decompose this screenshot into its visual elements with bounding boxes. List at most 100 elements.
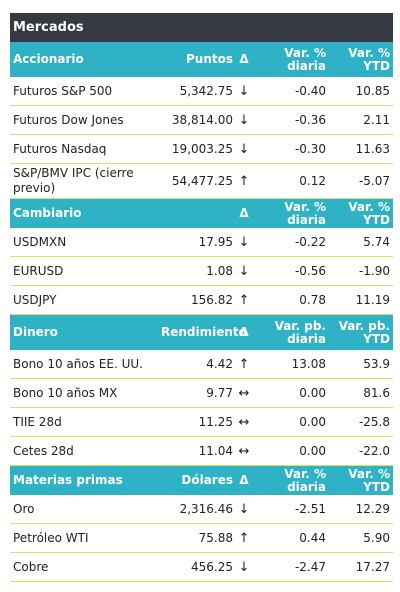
- row-ytd: 11.63: [329, 134, 393, 164]
- row-name: Cetes 28d: [10, 436, 158, 466]
- row-name: Futuros S&P 500: [10, 77, 158, 106]
- row-value: 156.82: [158, 285, 236, 315]
- row-name: Bono 10 años EE. UU.: [10, 350, 158, 379]
- markets-table: Accionario Puntos Δ Var. % diaria Var. %…: [10, 42, 393, 582]
- row-daily: -0.36: [252, 105, 329, 135]
- table-row: Oro 2,316.46 ↓ -2.51 12.29: [10, 495, 393, 524]
- row-daily: 0.78: [252, 285, 329, 315]
- header-value: [158, 198, 236, 228]
- section-header-accionario: Accionario Puntos Δ Var. % diaria Var. %…: [10, 42, 393, 77]
- row-daily: -0.56: [252, 256, 329, 286]
- table-row: Futuros Dow Jones 38,814.00 ↓ -0.36 2.11: [10, 105, 393, 135]
- table-row: USDJPY 156.82 ↑ 0.78 11.19: [10, 285, 393, 315]
- arrow-up-icon: ↑: [236, 350, 252, 379]
- table-row: Cobre 456.25 ↓ -2.47 17.27: [10, 552, 393, 582]
- row-ytd: -25.8: [329, 407, 393, 437]
- row-name: EURUSD: [10, 256, 158, 286]
- row-value: 11.25: [158, 407, 236, 437]
- header-daily: Var. pb. diaria: [252, 314, 329, 350]
- arrow-down-icon: ↓: [236, 495, 252, 524]
- row-name: Bono 10 años MX: [10, 378, 158, 408]
- header-value: Puntos: [158, 42, 236, 77]
- header-ytd: Var. pb. YTD: [329, 314, 393, 350]
- row-value: 75.88: [158, 523, 236, 553]
- row-ytd: 11.19: [329, 285, 393, 315]
- header-delta: Δ: [236, 465, 252, 495]
- row-value: 11.04: [158, 436, 236, 466]
- table-row: Cetes 28d 11.04 ↔ 0.00 -22.0: [10, 436, 393, 466]
- header-daily: Var. % diaria: [252, 198, 329, 228]
- row-ytd: 12.29: [329, 495, 393, 524]
- panel-title: Mercados: [10, 13, 393, 42]
- table-row: Bono 10 años MX 9.77 ↔ 0.00 81.6: [10, 378, 393, 408]
- table-row: Futuros S&P 500 5,342.75 ↓ -0.40 10.85: [10, 77, 393, 106]
- arrow-left-right-icon: ↔: [236, 407, 252, 437]
- arrow-up-icon: ↑: [236, 285, 252, 315]
- row-ytd: 5.90: [329, 523, 393, 553]
- row-ytd: -5.07: [329, 163, 393, 199]
- table-row: S&P/BMV IPC (cierre previo) 54,477.25 ↑ …: [10, 163, 393, 199]
- row-value: 5,342.75: [158, 77, 236, 106]
- row-name: Oro: [10, 495, 158, 524]
- row-ytd: 81.6: [329, 378, 393, 408]
- row-value: 38,814.00: [158, 105, 236, 135]
- arrow-down-icon: ↓: [236, 552, 252, 582]
- row-daily: 0.00: [252, 378, 329, 408]
- table-row: TIIE 28d 11.25 ↔ 0.00 -25.8: [10, 407, 393, 437]
- row-daily: -2.51: [252, 495, 329, 524]
- arrow-left-right-icon: ↔: [236, 378, 252, 408]
- row-ytd: 2.11: [329, 105, 393, 135]
- header-daily: Var. % diaria: [252, 465, 329, 495]
- row-daily: -0.40: [252, 77, 329, 106]
- header-delta: Δ: [236, 314, 252, 350]
- row-daily: 0.00: [252, 407, 329, 437]
- arrow-down-icon: ↓: [236, 77, 252, 106]
- header-value: Dólares: [158, 465, 236, 495]
- row-value: 4.42: [158, 350, 236, 379]
- row-daily: 13.08: [252, 350, 329, 379]
- row-daily: 0.44: [252, 523, 329, 553]
- header-value: Rendimiento: [158, 314, 247, 350]
- row-value: 2,316.46: [158, 495, 236, 524]
- header-name: Dinero: [10, 314, 158, 350]
- row-ytd: -1.90: [329, 256, 393, 286]
- markets-panel: Mercados Accionario Puntos Δ Var. % diar…: [10, 13, 393, 582]
- table-row: EURUSD 1.08 ↓ -0.56 -1.90: [10, 256, 393, 286]
- header-ytd: Var. % YTD: [329, 465, 393, 495]
- row-name: USDMXN: [10, 228, 158, 257]
- header-name: Materias primas: [10, 465, 158, 495]
- row-ytd: -22.0: [329, 436, 393, 466]
- arrow-up-icon: ↑: [236, 163, 252, 199]
- row-daily: -0.22: [252, 228, 329, 257]
- row-name: Cobre: [10, 552, 158, 582]
- row-name: TIIE 28d: [10, 407, 158, 437]
- arrow-down-icon: ↓: [236, 256, 252, 286]
- arrow-down-icon: ↓: [236, 105, 252, 135]
- row-daily: -0.30: [252, 134, 329, 164]
- row-value: 456.25: [158, 552, 236, 582]
- arrow-left-right-icon: ↔: [236, 436, 252, 466]
- header-name: Accionario: [10, 42, 158, 77]
- row-value: 17.95: [158, 228, 236, 257]
- header-daily: Var. % diaria: [252, 42, 329, 77]
- header-delta: Δ: [236, 42, 252, 77]
- section-header-dinero: Dinero Rendimiento Δ Var. pb. diaria Var…: [10, 314, 393, 350]
- row-name: Petróleo WTI: [10, 523, 158, 553]
- row-value: 19,003.25: [158, 134, 236, 164]
- row-ytd: 5.74: [329, 228, 393, 257]
- arrow-up-icon: ↑: [236, 523, 252, 553]
- section-header-materias-primas: Materias primas Dólares Δ Var. % diaria …: [10, 465, 393, 495]
- table-row: USDMXN 17.95 ↓ -0.22 5.74: [10, 228, 393, 257]
- header-ytd: Var. % YTD: [329, 42, 393, 77]
- row-name: S&P/BMV IPC (cierre previo): [10, 163, 158, 199]
- row-ytd: 17.27: [329, 552, 393, 582]
- row-daily: -2.47: [252, 552, 329, 582]
- row-ytd: 53.9: [329, 350, 393, 379]
- arrow-down-icon: ↓: [236, 228, 252, 257]
- row-daily: 0.12: [252, 163, 329, 199]
- row-value: 1.08: [158, 256, 236, 286]
- header-name: Cambiario: [10, 198, 158, 228]
- table-row: Petróleo WTI 75.88 ↑ 0.44 5.90: [10, 523, 393, 553]
- row-name: Futuros Dow Jones: [10, 105, 158, 135]
- row-value: 9.77: [158, 378, 236, 408]
